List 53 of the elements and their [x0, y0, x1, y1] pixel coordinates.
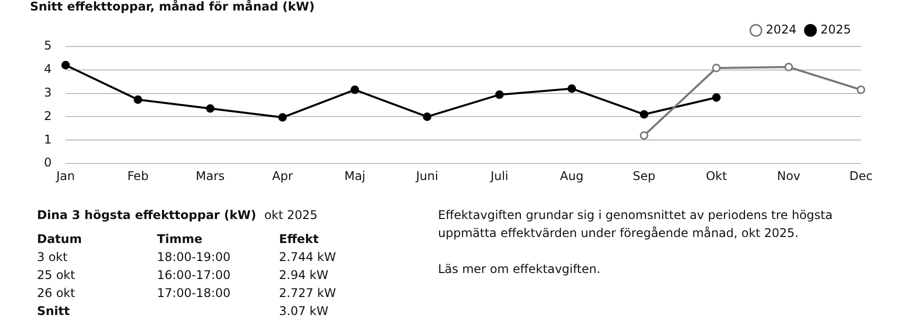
- text: 3.07 kW: [279, 304, 330, 318]
- text: Effekt: [279, 232, 320, 246]
- text: 16:00-17:00: [157, 268, 232, 282]
- point: [712, 93, 721, 102]
- text: okt 2025: [264, 208, 318, 222]
- point: [278, 113, 287, 122]
- text: 2.727 kW: [279, 286, 337, 300]
- text: 26 okt: [37, 286, 76, 300]
- x-tick-label: Aug: [560, 168, 584, 183]
- x-tick-label: Maj: [344, 168, 366, 183]
- legend-label: 2024: [766, 22, 796, 37]
- text: Snitt: [37, 304, 71, 318]
- point: [422, 112, 432, 121]
- chart-title: Snitt effekttoppar, månad för månad (kW): [30, 0, 315, 14]
- point: [856, 86, 866, 94]
- x-tick-label: Apr: [272, 168, 293, 183]
- text: Effektavgiften grundar sig i genomsnittet av periodens tre högsta uppmätta effektvärden under föregående månad, okt 2025.: [438, 207, 834, 242]
- y-tick-label: 1: [44, 132, 52, 146]
- y-tick-label: 4: [44, 62, 52, 76]
- point: [784, 62, 793, 72]
- x-tick-label: Dec: [849, 168, 873, 183]
- x-tick-label: Juli: [490, 168, 508, 183]
- x-tick-label: Jan: [55, 168, 75, 183]
- point: [712, 64, 721, 72]
- text: Läs mer om effektavgiften.: [438, 261, 602, 278]
- legend-label: 2025: [820, 22, 852, 37]
- text: 18:00-19:00: [157, 250, 232, 264]
- text: 25 okt: [37, 268, 76, 282]
- x-tick-label: Nov: [776, 168, 800, 183]
- x-tick-label: Mars: [196, 168, 225, 183]
- text: Timme: [157, 232, 204, 246]
- x-tick-label: Juni: [415, 168, 438, 183]
- point: [350, 86, 360, 94]
- x-tick-label: Sep: [632, 168, 656, 183]
- point: [640, 110, 648, 119]
- point: [568, 84, 576, 93]
- text: 17:00-18:00: [157, 286, 232, 300]
- y-tick-label: 2: [44, 108, 52, 123]
- y-tick-label: 0: [44, 156, 52, 170]
- x-tick-label: Okt: [706, 168, 728, 183]
- point: [134, 95, 142, 104]
- x-tick-label: Feb: [127, 168, 149, 183]
- text: 3 okt: [37, 250, 68, 264]
- point: [640, 131, 648, 140]
- text: 2.94 kW: [279, 268, 330, 282]
- y-tick-label: 5: [44, 38, 52, 53]
- y-tick-label: 3: [44, 85, 52, 100]
- text: Datum: [37, 232, 83, 246]
- text: 2.744 kW: [279, 250, 337, 264]
- text: Dina 3 högsta effekttoppar (kW): [37, 208, 256, 222]
- point: [61, 60, 70, 70]
- point: [206, 104, 214, 113]
- point: [495, 90, 504, 99]
